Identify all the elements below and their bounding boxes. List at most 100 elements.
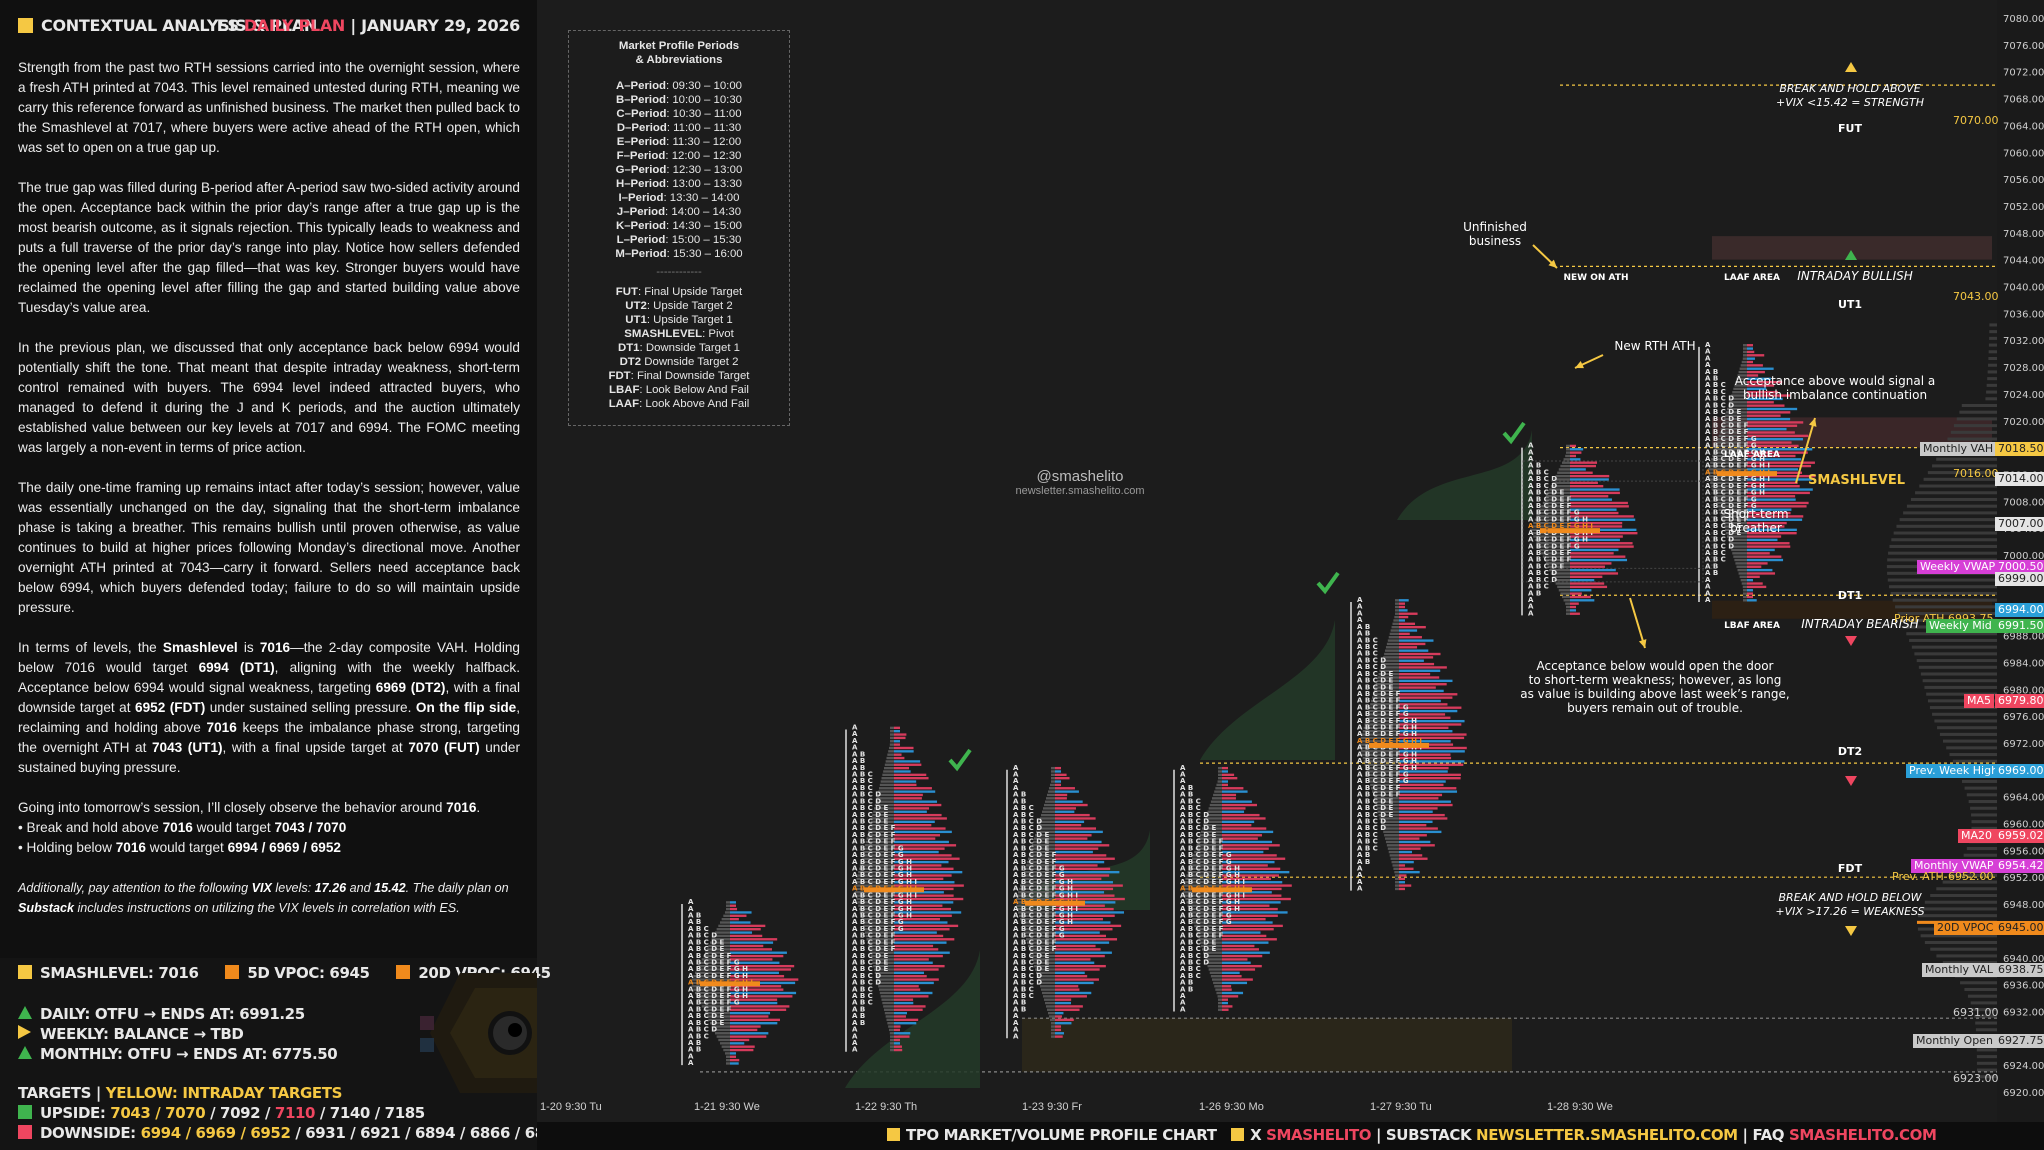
price-6991-tag: 6991.50 [1995, 619, 2044, 633]
tpo-letters: A B C D E F G H [1357, 717, 1417, 725]
session-volume-bar [1055, 840, 1102, 844]
x-handle-link[interactable]: SMASHELITO [1266, 1126, 1372, 1144]
tpo-letters: A B C D E F G H [1180, 871, 1240, 879]
tpo-letters: A B C D E F [1357, 697, 1401, 705]
session-tpo-bar [1395, 609, 1399, 612]
session-volume-bar [1570, 582, 1605, 585]
session-volume-bar [1747, 438, 1803, 441]
session-tpo-bar [1017, 891, 1055, 894]
session-volume-bar [1570, 548, 1619, 552]
session-tpo-bar [1359, 740, 1399, 743]
volume-profile-bar [1906, 504, 1997, 508]
volume-profile-bar [1974, 1014, 1997, 1018]
session-tpo-bar [1395, 877, 1399, 881]
tpo-letters: A B C [1357, 831, 1378, 839]
mascot-logo [420, 973, 537, 1093]
tpo-letters: A B C D E F G [1180, 858, 1232, 866]
session-volume-bar [1055, 958, 1091, 961]
volume-profile-bar [1918, 665, 1997, 669]
tpo-letters: A B C [1357, 838, 1378, 846]
session-volume-bar [1570, 481, 1598, 485]
session-volume-bar [1399, 652, 1441, 656]
session-volume-bar [1747, 387, 1767, 391]
session-tpo-bar [880, 995, 894, 998]
session-volume-bar [1747, 511, 1791, 515]
session-volume-bar [1055, 1022, 1072, 1025]
session-tpo-bar [888, 750, 894, 753]
session-tpo-bar [691, 978, 730, 981]
tpo-letters: A [1705, 354, 1711, 362]
session-volume-bar [1055, 824, 1082, 827]
session-tpo-bar [889, 1032, 894, 1035]
session-tpo-bar [890, 1038, 894, 1042]
tpo-letters: A B C D [1357, 663, 1386, 671]
tpo-letters: A B C D E F G H [852, 905, 912, 913]
tpo-letters: A B C D E F G [1013, 864, 1065, 872]
tpo-letters: A B C [1357, 636, 1378, 644]
session-tpo-bar [1389, 854, 1399, 857]
session-volume-bar [894, 1022, 917, 1025]
session-volume-bar [1747, 344, 1753, 347]
session-tpo-bar [871, 817, 894, 820]
session-volume-bar [1222, 931, 1261, 934]
y-tick-label: 7028.00 [2003, 363, 2044, 374]
tpo-letters: A [1357, 864, 1363, 872]
tpo-letters: A B [1180, 791, 1193, 799]
session-tpo-bar [1021, 877, 1055, 881]
session-volume-bar [730, 1048, 754, 1052]
tpo-letters: A B C D E [688, 945, 724, 953]
downside-square-icon [18, 1125, 32, 1139]
tpo-letters: A B C D E F G H [1528, 536, 1588, 544]
session-volume-bar [730, 1025, 761, 1028]
session-volume-bar [1747, 454, 1796, 458]
session-tpo-bar [1719, 511, 1747, 515]
faq-link[interactable]: SMASHELITO.COM [1788, 1126, 1937, 1144]
session-volume-bar [1055, 807, 1076, 810]
legend-title: Market Profile Periods & Abbreviations [618, 40, 740, 66]
tpo-letters: A B C D E F G H [1705, 455, 1765, 463]
tpo-letters: A B C [852, 771, 873, 779]
volume-profile-bar [1924, 940, 1997, 945]
volume-profile-bar [1976, 1061, 1997, 1065]
tpo-letters: A B C D [1013, 979, 1042, 987]
session-tpo-bar [1734, 384, 1747, 387]
tpo-letters: A B C [852, 784, 873, 792]
session-volume-bar [894, 870, 963, 874]
tpo-letters: A B C D E [852, 958, 888, 966]
volume-profile-bar [1914, 652, 1997, 656]
session-tpo-bar [1715, 444, 1747, 448]
session-tpo-bar [1553, 478, 1570, 481]
session-volume-bar [1055, 854, 1107, 857]
session-tpo-bar [866, 938, 894, 941]
session-tpo-bar [1196, 931, 1222, 934]
session-volume-bar [1222, 1005, 1233, 1008]
session-tpo-bar [1561, 595, 1570, 599]
dt2-label: DT2 [1837, 745, 1863, 758]
tpo-letters: A B C D E [1357, 811, 1393, 819]
session-volume-bar [730, 991, 797, 995]
session-volume-bar [894, 1001, 914, 1005]
session-volume-bar [1747, 350, 1755, 354]
tpo-letters: A B C [1180, 804, 1201, 812]
substack-link[interactable]: NEWSLETTER.SMASHELITO.COM [1476, 1126, 1738, 1144]
session-tpo-bar [856, 897, 894, 901]
tpo-letters: A B C [688, 925, 709, 933]
tpo-letters: A B C D E [1013, 838, 1049, 846]
session-tpo-bar [709, 1022, 730, 1025]
session-volume-bar [1055, 991, 1092, 995]
session-volume-bar [894, 726, 900, 730]
session-volume-bar [1055, 988, 1080, 991]
session-volume-bar [894, 944, 934, 948]
session-tpo-bar [1186, 874, 1222, 877]
session-volume-bar [1222, 877, 1271, 881]
tpo-letters: A B C D E F G H [1705, 448, 1765, 456]
session-volume-bar [1222, 850, 1264, 854]
session-tpo-bar [718, 924, 730, 928]
price-6999-tag: 6999.00 [1995, 572, 2044, 586]
tpo-letters: A B C D E F [1357, 791, 1401, 799]
session-tpo-bar [867, 834, 894, 837]
bottom-bar-text: TPO MARKET/VOLUME PROFILE CHART X SMASHE… [887, 1126, 1937, 1144]
session-volume-bar [1570, 552, 1614, 555]
session-tpo-bar [1743, 589, 1747, 592]
session-tpo-bar [874, 803, 894, 807]
